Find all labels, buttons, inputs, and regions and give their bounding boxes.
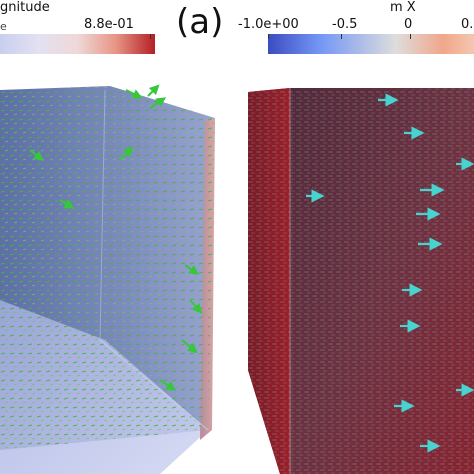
right-colorbar-tick-label: -1.0e+00 (238, 17, 299, 32)
left-colorbar-tick (150, 34, 151, 39)
left-cube-diagonal-edge (99, 339, 209, 431)
left-colorbar (0, 34, 155, 54)
left-green-arrows (29, 84, 203, 391)
left-cube-inner-edge (99, 89, 106, 341)
left-volume (0, 84, 215, 474)
right-colorbar-tick-label: -0.5 (332, 17, 358, 32)
right-colorbar-tick-label: 0 (404, 17, 413, 32)
left-colorbar-min-label: e (0, 20, 7, 33)
left-green-arrow-field (0, 86, 215, 450)
right-texture (248, 88, 474, 474)
right-colorbar-tick (341, 34, 342, 39)
right-colorbar-title: m X (390, 0, 416, 15)
right-colorbar (268, 34, 474, 54)
right-colorbar-tick (268, 34, 269, 39)
panel-label: (a) (176, 2, 224, 42)
right-colorbar-tick (410, 34, 411, 39)
right-colorbar-tick-label: 0. (461, 17, 474, 32)
left-colorbar-max-label: 8.8e-01 (84, 17, 134, 32)
right-cyan-arrows (306, 93, 474, 453)
left-colorbar-title: gnitude (0, 0, 50, 15)
right-volume (248, 88, 474, 474)
